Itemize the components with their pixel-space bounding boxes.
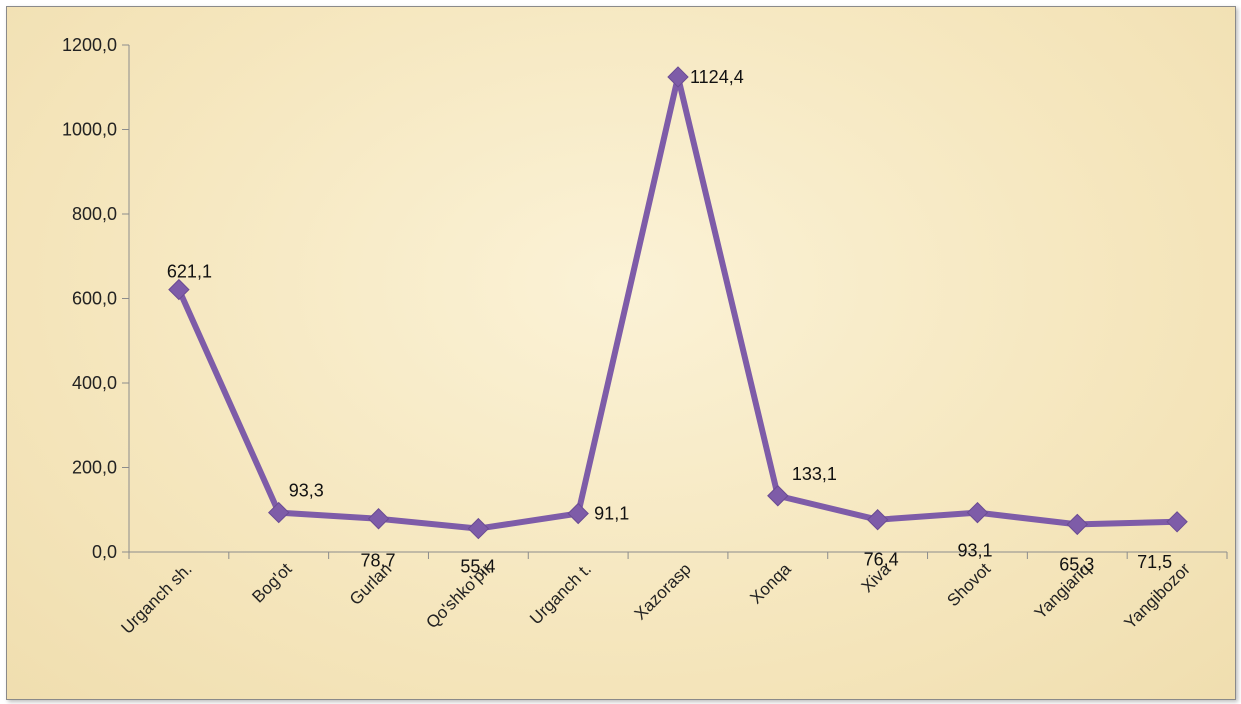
data-label: 55,4 [460,557,495,577]
data-point-marker [1166,511,1188,533]
data-label: 71,5 [1137,552,1172,572]
data-label: 91,1 [594,504,629,524]
series-line [175,73,1181,532]
data-label: 78,7 [361,551,396,571]
chart-axes [128,45,1227,553]
x-category-label: Bog'ot [248,559,295,606]
x-category-label: Urganch t. [526,559,595,628]
y-tick-label: 1000,0 [62,120,117,140]
data-label: 93,1 [957,541,992,561]
x-category-label: Xazorasp [631,559,695,623]
y-tick-label: 800,0 [72,204,117,224]
y-tick-label: 200,0 [72,458,117,478]
data-label: 133,1 [792,464,837,484]
data-label: 1124,4 [690,67,744,87]
y-tick-label: 0,0 [92,542,117,562]
data-point-marker [168,278,190,301]
data-point-marker [667,66,689,88]
y-tick-label: 600,0 [72,289,117,309]
x-category-label: Xonqa [746,559,795,608]
data-point-marker [966,501,989,524]
data-point-marker [567,502,589,525]
series-layer [168,66,1188,540]
line-chart: 0,0 200,0 400,0 600,0 800,0 1000,0 1200,0 Urga… [62,35,1228,638]
x-category-label: Urganch sh. [117,559,195,637]
data-labels: 621,1 93,3 78,7 55,4 91,1 1124,4 133,1 76,4 93,1… [167,67,1172,577]
data-point-marker [467,517,490,540]
data-point-marker [866,509,889,531]
data-label: 65,3 [1059,554,1094,574]
data-point-marker [268,501,290,524]
x-category-label: Shovot [943,559,994,610]
data-label: 76,4 [864,550,899,570]
data-label: 621,1 [167,262,212,282]
data-point-marker [767,485,789,507]
chart-frame: 0,0 200,0 400,0 600,0 800,0 1000,0 1200,0 Urga… [6,6,1236,700]
data-point-marker [1066,513,1088,536]
data-point-marker [367,508,390,530]
y-tick-label: 400,0 [72,373,117,393]
y-axis-ticks: 0,0 200,0 400,0 600,0 800,0 1000,0 1200,0 [62,35,129,562]
y-tick-label: 1200,0 [62,35,117,55]
data-label: 93,3 [289,481,324,501]
